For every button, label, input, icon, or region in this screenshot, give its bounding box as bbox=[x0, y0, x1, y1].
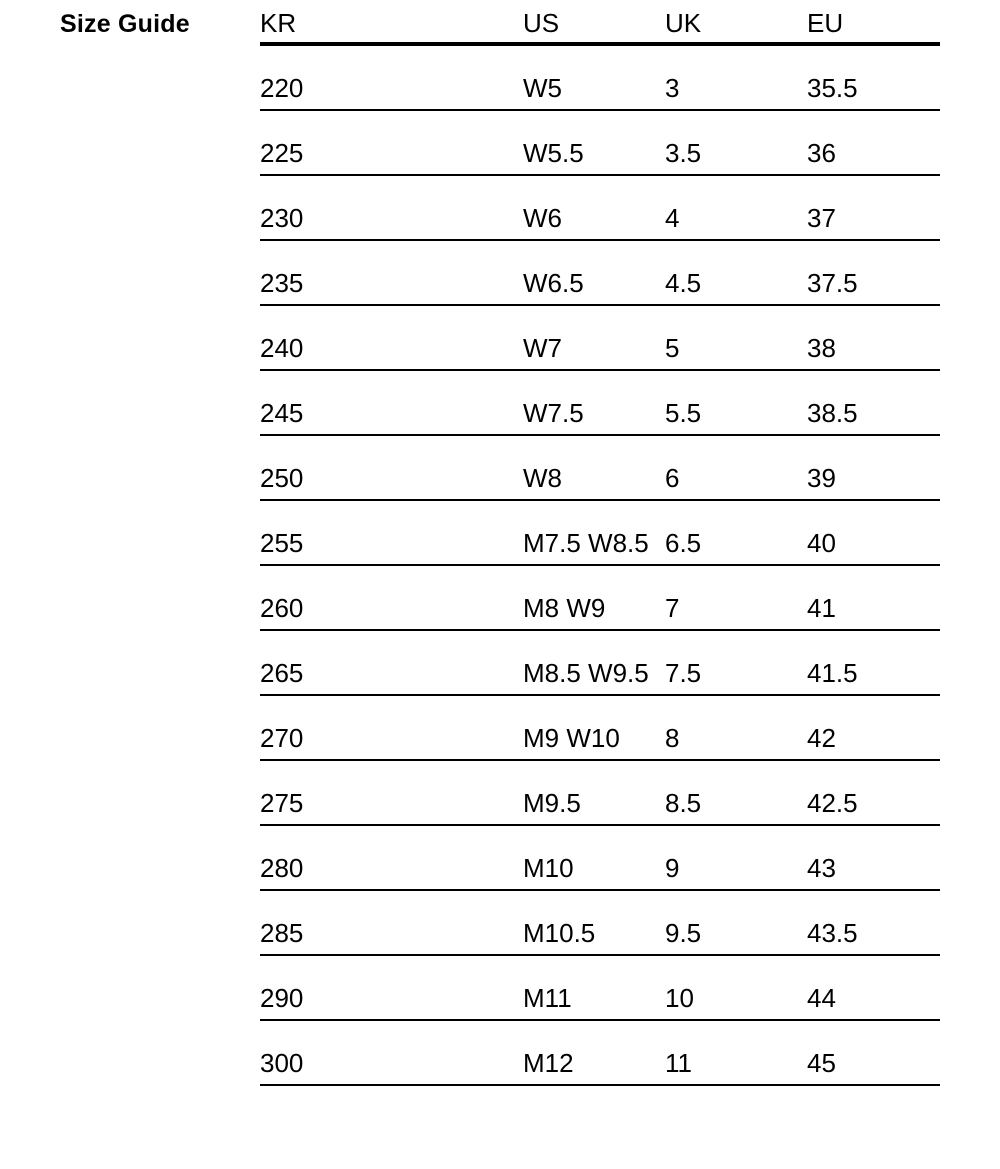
cell-us: W6.5 bbox=[523, 268, 584, 299]
table-row: 290 M11 10 44 bbox=[260, 956, 940, 1021]
cell-kr: 255 bbox=[260, 528, 304, 559]
table-row: 240 W7 5 38 bbox=[260, 306, 940, 371]
col-header-eu: EU bbox=[807, 8, 844, 39]
cell-eu: 43.5 bbox=[807, 918, 858, 949]
col-header-uk: UK bbox=[665, 8, 702, 39]
cell-uk: 3.5 bbox=[665, 138, 702, 169]
cell-us: M11 bbox=[523, 983, 572, 1014]
cell-us: M9.5 bbox=[523, 788, 581, 819]
cell-kr: 270 bbox=[260, 723, 304, 754]
cell-eu: 42 bbox=[807, 723, 836, 754]
size-table-body: 220 W5 3 35.5 225 W5.5 3.5 36 230 W6 4 3… bbox=[260, 46, 940, 1086]
cell-eu: 44 bbox=[807, 983, 836, 1014]
table-row: 220 W5 3 35.5 bbox=[260, 46, 940, 111]
cell-uk: 6.5 bbox=[665, 528, 702, 559]
cell-uk: 4.5 bbox=[665, 268, 702, 299]
cell-uk: 7 bbox=[665, 593, 680, 624]
cell-uk: 3 bbox=[665, 73, 680, 104]
table-row: 245 W7.5 5.5 38.5 bbox=[260, 371, 940, 436]
cell-uk: 10 bbox=[665, 983, 694, 1014]
cell-kr: 290 bbox=[260, 983, 304, 1014]
cell-us: M10.5 bbox=[523, 918, 596, 949]
table-row: 270 M9 W10 8 42 bbox=[260, 696, 940, 761]
table-row: 235 W6.5 4.5 37.5 bbox=[260, 241, 940, 306]
cell-us: M8.5 W9.5 bbox=[523, 658, 649, 689]
cell-us: W5.5 bbox=[523, 138, 584, 169]
table-row: 285 M10.5 9.5 43.5 bbox=[260, 891, 940, 956]
table-row: 250 W8 6 39 bbox=[260, 436, 940, 501]
table-row: 230 W6 4 37 bbox=[260, 176, 940, 241]
cell-kr: 275 bbox=[260, 788, 304, 819]
cell-uk: 4 bbox=[665, 203, 680, 234]
cell-kr: 230 bbox=[260, 203, 304, 234]
cell-eu: 39 bbox=[807, 463, 836, 494]
cell-kr: 245 bbox=[260, 398, 304, 429]
cell-uk: 8.5 bbox=[665, 788, 702, 819]
table-row: 265 M8.5 W9.5 7.5 41.5 bbox=[260, 631, 940, 696]
cell-uk: 9.5 bbox=[665, 918, 702, 949]
cell-kr: 240 bbox=[260, 333, 304, 364]
cell-kr: 265 bbox=[260, 658, 304, 689]
cell-kr: 285 bbox=[260, 918, 304, 949]
table-row: 225 W5.5 3.5 36 bbox=[260, 111, 940, 176]
size-conversion-table: KR US UK EU 220 W5 3 35.5 225 W5.5 3.5 3… bbox=[260, 0, 940, 1086]
cell-kr: 235 bbox=[260, 268, 304, 299]
page-title: Size Guide bbox=[60, 10, 190, 38]
cell-us: M12 bbox=[523, 1048, 574, 1079]
cell-kr: 250 bbox=[260, 463, 304, 494]
cell-us: W7.5 bbox=[523, 398, 584, 429]
cell-uk: 6 bbox=[665, 463, 680, 494]
cell-eu: 38 bbox=[807, 333, 836, 364]
cell-uk: 8 bbox=[665, 723, 680, 754]
cell-eu: 40 bbox=[807, 528, 836, 559]
cell-kr: 300 bbox=[260, 1048, 304, 1079]
col-header-us: US bbox=[523, 8, 560, 39]
cell-eu: 41.5 bbox=[807, 658, 858, 689]
cell-us: W5 bbox=[523, 73, 562, 104]
cell-us: W7 bbox=[523, 333, 562, 364]
cell-uk: 7.5 bbox=[665, 658, 702, 689]
cell-us: W6 bbox=[523, 203, 562, 234]
size-table-header-row: KR US UK EU bbox=[260, 0, 940, 46]
cell-us: M8 W9 bbox=[523, 593, 606, 624]
cell-eu: 35.5 bbox=[807, 73, 858, 104]
table-row: 260 M8 W9 7 41 bbox=[260, 566, 940, 631]
cell-eu: 37.5 bbox=[807, 268, 858, 299]
cell-eu: 41 bbox=[807, 593, 836, 624]
cell-eu: 45 bbox=[807, 1048, 836, 1079]
cell-uk: 11 bbox=[665, 1048, 692, 1079]
table-row: 275 M9.5 8.5 42.5 bbox=[260, 761, 940, 826]
cell-eu: 36 bbox=[807, 138, 836, 169]
cell-us: M9 W10 bbox=[523, 723, 620, 754]
cell-us: M10 bbox=[523, 853, 574, 884]
cell-eu: 38.5 bbox=[807, 398, 858, 429]
table-row: 280 M10 9 43 bbox=[260, 826, 940, 891]
cell-us: W8 bbox=[523, 463, 562, 494]
cell-eu: 42.5 bbox=[807, 788, 858, 819]
cell-kr: 220 bbox=[260, 73, 304, 104]
cell-kr: 260 bbox=[260, 593, 304, 624]
cell-uk: 5 bbox=[665, 333, 680, 364]
cell-kr: 225 bbox=[260, 138, 304, 169]
col-header-kr: KR bbox=[260, 8, 297, 39]
table-row: 255 M7.5 W8.5 6.5 40 bbox=[260, 501, 940, 566]
cell-uk: 5.5 bbox=[665, 398, 702, 429]
cell-us: M7.5 W8.5 bbox=[523, 528, 649, 559]
cell-eu: 37 bbox=[807, 203, 836, 234]
cell-uk: 9 bbox=[665, 853, 680, 884]
table-row: 300 M12 11 45 bbox=[260, 1021, 940, 1086]
cell-kr: 280 bbox=[260, 853, 304, 884]
cell-eu: 43 bbox=[807, 853, 836, 884]
